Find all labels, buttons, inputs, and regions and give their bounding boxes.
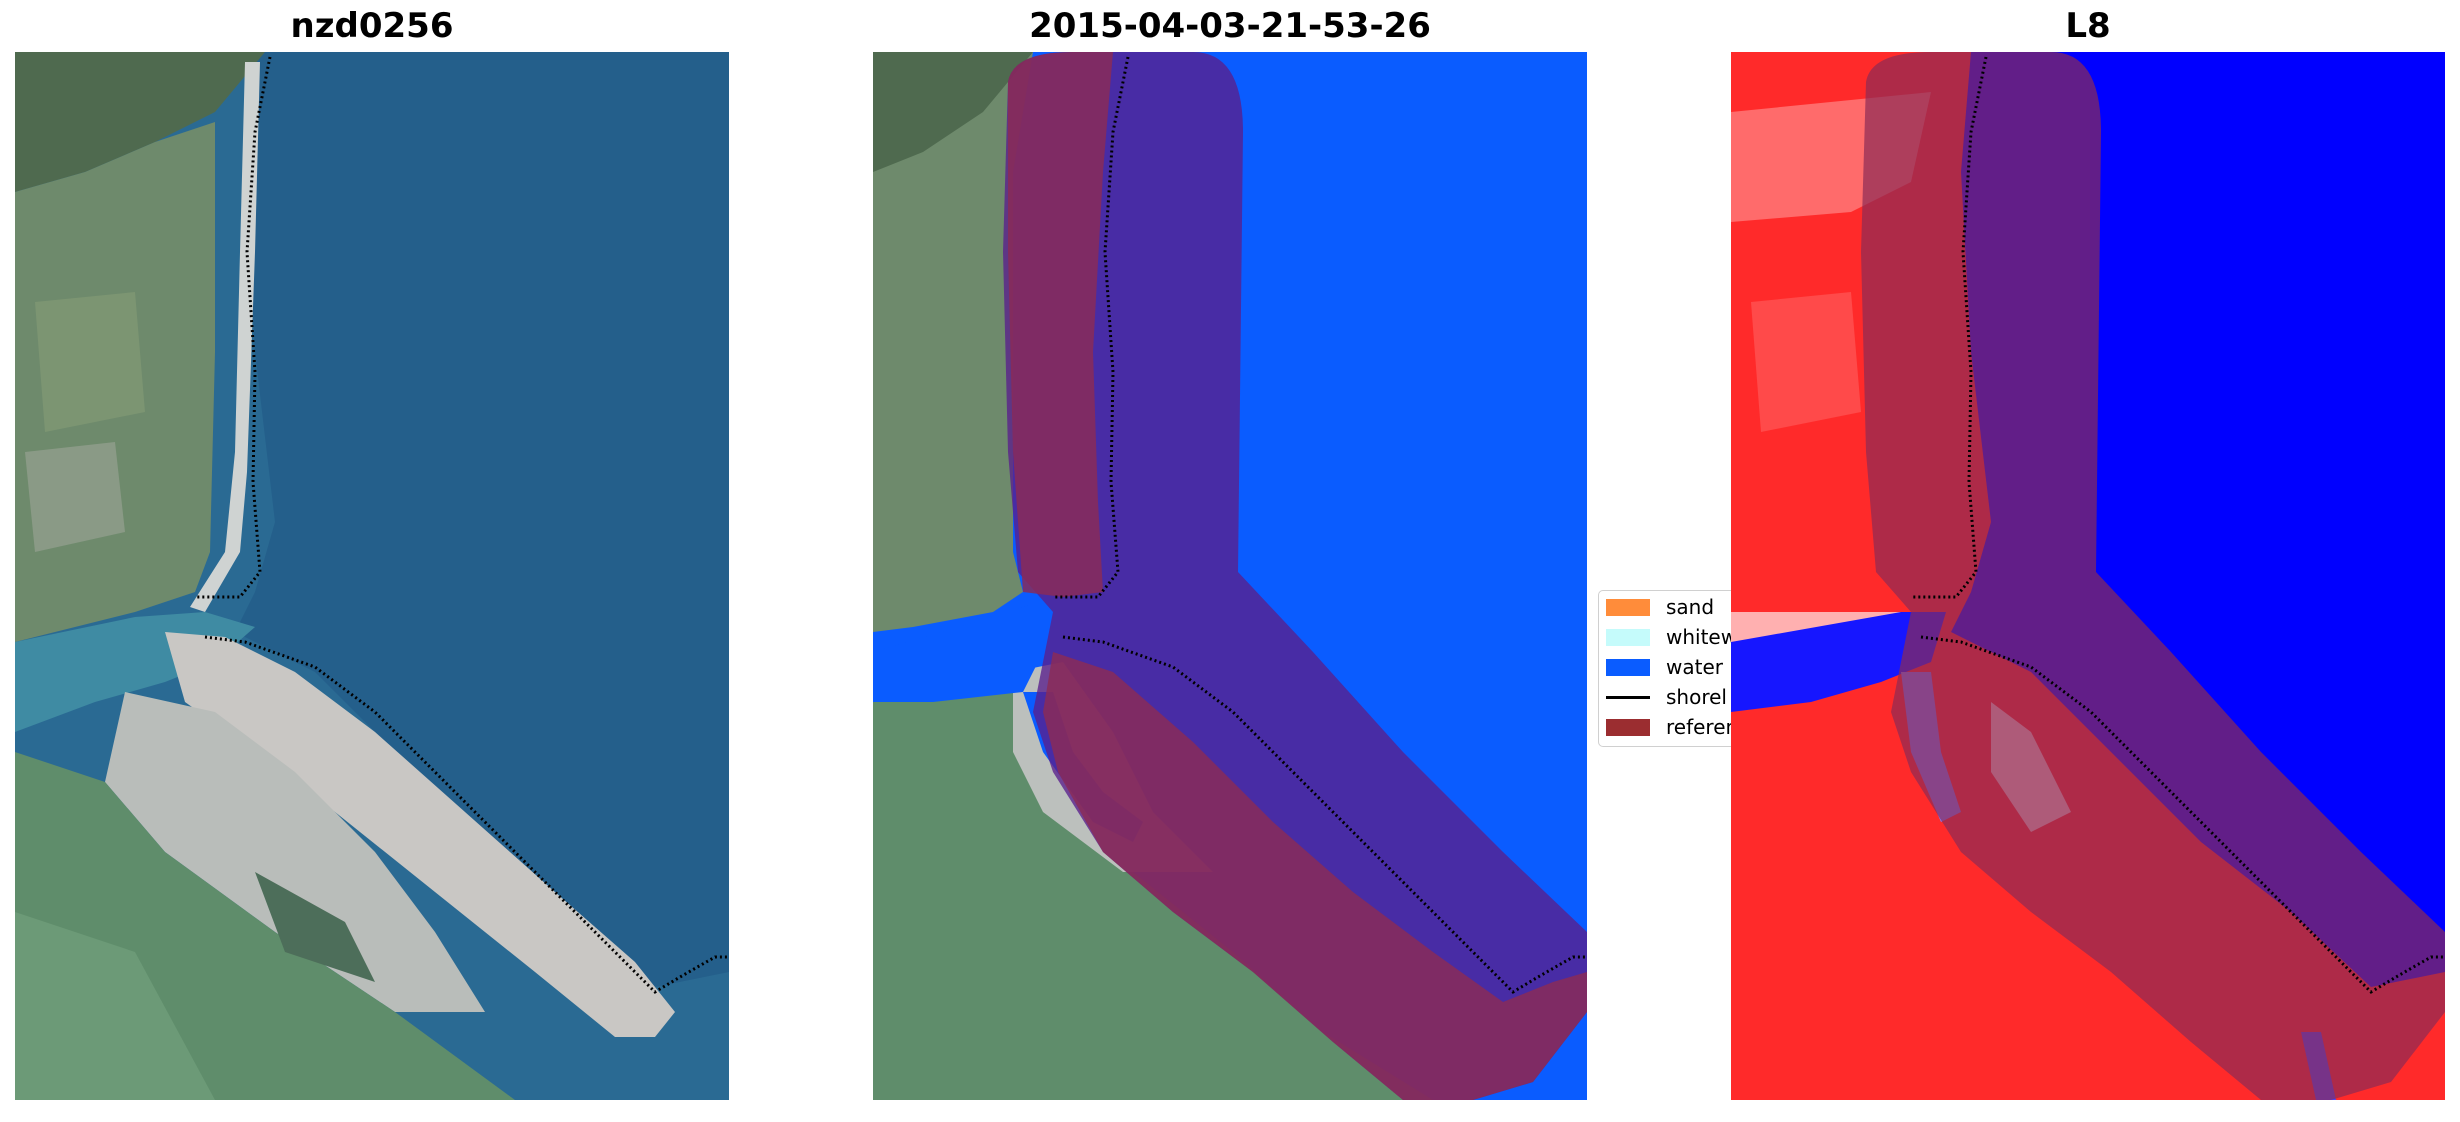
satellite-image-panel [15, 52, 729, 1100]
legend-label: water [1666, 655, 1723, 679]
legend: sand whitew water shorel referen [1598, 590, 1738, 747]
index-panel [1731, 52, 2445, 1100]
panel-title-index: L8 [2065, 6, 2111, 46]
legend-item-shoreline: shorel [1606, 685, 1727, 709]
sand-swatch [1606, 598, 1650, 616]
legend-label: sand [1666, 595, 1715, 619]
reference-swatch [1606, 718, 1650, 736]
water-swatch [1606, 658, 1650, 676]
legend-item-reference: referen [1606, 715, 1738, 739]
shoreline-swatch [1606, 695, 1650, 699]
classification-panel [873, 52, 1587, 1100]
legend-label: whitew [1666, 625, 1738, 649]
legend-item-whitewater: whitew [1606, 625, 1737, 649]
legend-label: shorel [1666, 685, 1727, 709]
legend-label: referen [1666, 715, 1739, 739]
legend-item-water: water [1606, 655, 1723, 679]
legend-item-sand: sand [1606, 595, 1714, 619]
panel-title-image: nzd0256 [290, 6, 454, 46]
panel-title-classification: 2015-04-03-21-53-26 [1029, 6, 1431, 46]
whitewater-swatch [1606, 628, 1650, 646]
